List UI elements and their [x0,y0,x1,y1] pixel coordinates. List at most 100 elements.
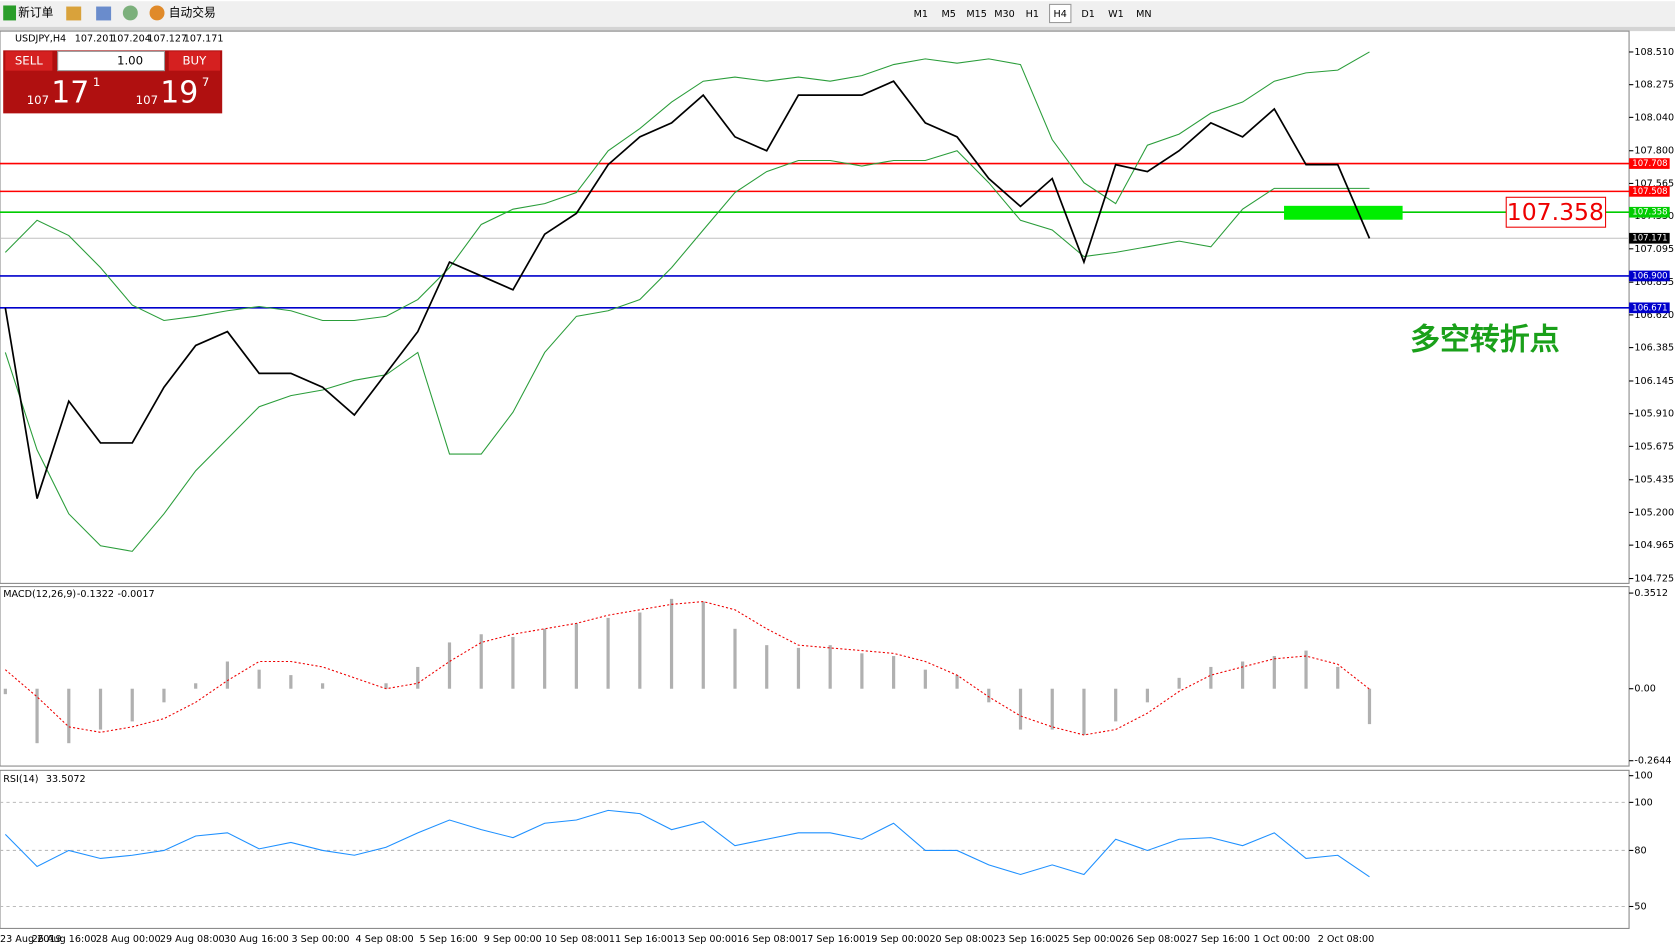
annotation-box [1505,196,1607,228]
active-timeframe [1049,3,1072,24]
level-label: 107.358 [1632,208,1667,218]
timeframe-button[interactable]: H4 [1054,9,1067,20]
rsi-panel [0,769,1630,929]
x-tick-label: 23 Sep 16:00 [993,934,1057,945]
x-tick-label: 27 Sep 16:00 [1186,934,1250,945]
icon[interactable] [96,6,112,21]
buy-fraction: 7 [202,75,209,89]
y-tick-label: 107.095 [1634,244,1674,255]
timeframe-button[interactable]: M15 [966,9,987,20]
y-tick-label: 108.510 [1634,47,1674,58]
buy-label[interactable]: BUY [182,54,207,68]
buy-pips: 19 [160,76,198,111]
timeframe-button[interactable]: M5 [942,9,956,20]
x-tick-label: 11 Sep 16:00 [609,934,673,945]
macd-panel [0,586,1630,767]
x-tick-label: 28 Aug 00:00 [96,934,161,945]
symbol: USDJPY,H4 [15,34,66,45]
x-tick-label: 17 Sep 16:00 [801,934,865,945]
auto-trading-icon[interactable] [149,5,165,21]
macd-name: MACD(12,26,9) [3,589,76,600]
y-tick-label: 104.965 [1634,540,1674,551]
level-label: 107.171 [1632,234,1667,244]
timeframe-button[interactable]: M30 [994,9,1015,20]
x-tick-label: 26 Aug 16:00 [32,934,97,945]
level-label: 107.508 [1632,187,1667,197]
sell-fraction: 1 [93,75,100,89]
y-tick-label: -0.2644 [1634,756,1671,767]
ohlc-value: 107.171 [184,34,224,45]
level-label: 107.708 [1632,159,1667,169]
level-tag [1629,186,1670,197]
x-tick-label: 13 Sep 00:00 [673,934,737,945]
y-tick-label: 0.3512 [1634,588,1668,599]
annotation-text: 多空转折点 [1410,322,1560,357]
new-order[interactable]: 新订单 [18,5,53,19]
x-tick-label: 26 Sep 08:00 [1122,934,1186,945]
x-tick-label: 3 Sep 00:00 [291,934,349,945]
y-tick-label: 107.565 [1634,178,1674,189]
level-label: 106.900 [1632,271,1667,281]
x-tick-label: 25 Sep 00:00 [1058,934,1122,945]
y-tick-label: 105.435 [1634,475,1674,486]
level-tag [1629,206,1670,218]
x-tick-label: 20 Sep 08:00 [929,934,993,945]
toolbar [0,1,1675,27]
timeframe-button[interactable]: MN [1136,9,1151,20]
level-tag [1629,302,1670,314]
x-tick-label: 16 Sep 08:00 [737,934,801,945]
timeframe-button[interactable]: H1 [1026,9,1039,20]
rsi-line [4,809,1370,878]
price-line [4,80,1371,499]
x-tick-label: 29 Aug 08:00 [160,934,225,945]
bollinger-upper [4,51,1370,322]
y-tick-label: 105.200 [1634,507,1674,518]
macd-value: -0.0017 [118,589,155,600]
y-tick-label: 106.855 [1634,277,1674,288]
y-tick-label: 0.00 [1634,684,1655,695]
highlight-marker [1284,205,1403,220]
lot[interactable]: 1.00 [117,54,143,68]
lot-input[interactable] [57,50,166,72]
sell-label[interactable]: SELL [15,54,43,68]
y-tick-label: 105.910 [1634,409,1674,420]
y-tick-label: 107.800 [1634,146,1674,157]
rsi-name: RSI(14) [3,774,38,785]
separator [0,26,1675,32]
annotation-price: 107.358 [1507,198,1604,226]
y-tick-label: 104.725 [1634,574,1674,585]
bollinger-lower [4,150,1370,552]
x-tick-label: 10 Sep 08:00 [545,934,609,945]
x-tick-label: 23 Aug 2019 [0,934,62,945]
buy-button[interactable] [168,51,221,71]
x-tick-label: 19 Sep 00:00 [865,934,929,945]
ohlc-value: 107.204 [111,34,151,45]
macd-value: -0.1322 [77,589,114,600]
y-tick-label: 100 [1634,797,1652,808]
timeframe-button[interactable]: W1 [1108,9,1124,20]
y-tick-label: 106.385 [1634,343,1674,354]
icon[interactable] [66,6,82,21]
rsi-value: 33.5072 [46,774,86,785]
ohlc-value: 107.201 [75,34,115,45]
sell-pips: 17 [51,76,89,111]
x-tick-label: 30 Aug 16:00 [224,934,289,945]
x-tick-label: 2 Oct 08:00 [1318,934,1375,945]
auto-trading[interactable]: 自动交易 [169,5,216,19]
level-tag [1629,270,1670,282]
timeframe-button[interactable]: M1 [914,9,928,20]
y-tick-label: 105.675 [1634,441,1674,452]
icon[interactable] [122,5,138,21]
ohlc-value: 107.127 [147,34,187,45]
level-tag [1629,158,1670,169]
sell-prefix: 107 [27,93,49,107]
x-tick-label: 9 Sep 00:00 [484,934,542,945]
level-label: 106.671 [1632,303,1667,313]
sell-button[interactable] [5,51,53,71]
buy-prefix: 107 [136,93,158,107]
y-tick-label: 108.275 [1634,80,1674,91]
new-order-icon[interactable] [3,5,17,21]
level-tag [1629,232,1670,244]
timeframe-button[interactable]: D1 [1081,9,1095,20]
